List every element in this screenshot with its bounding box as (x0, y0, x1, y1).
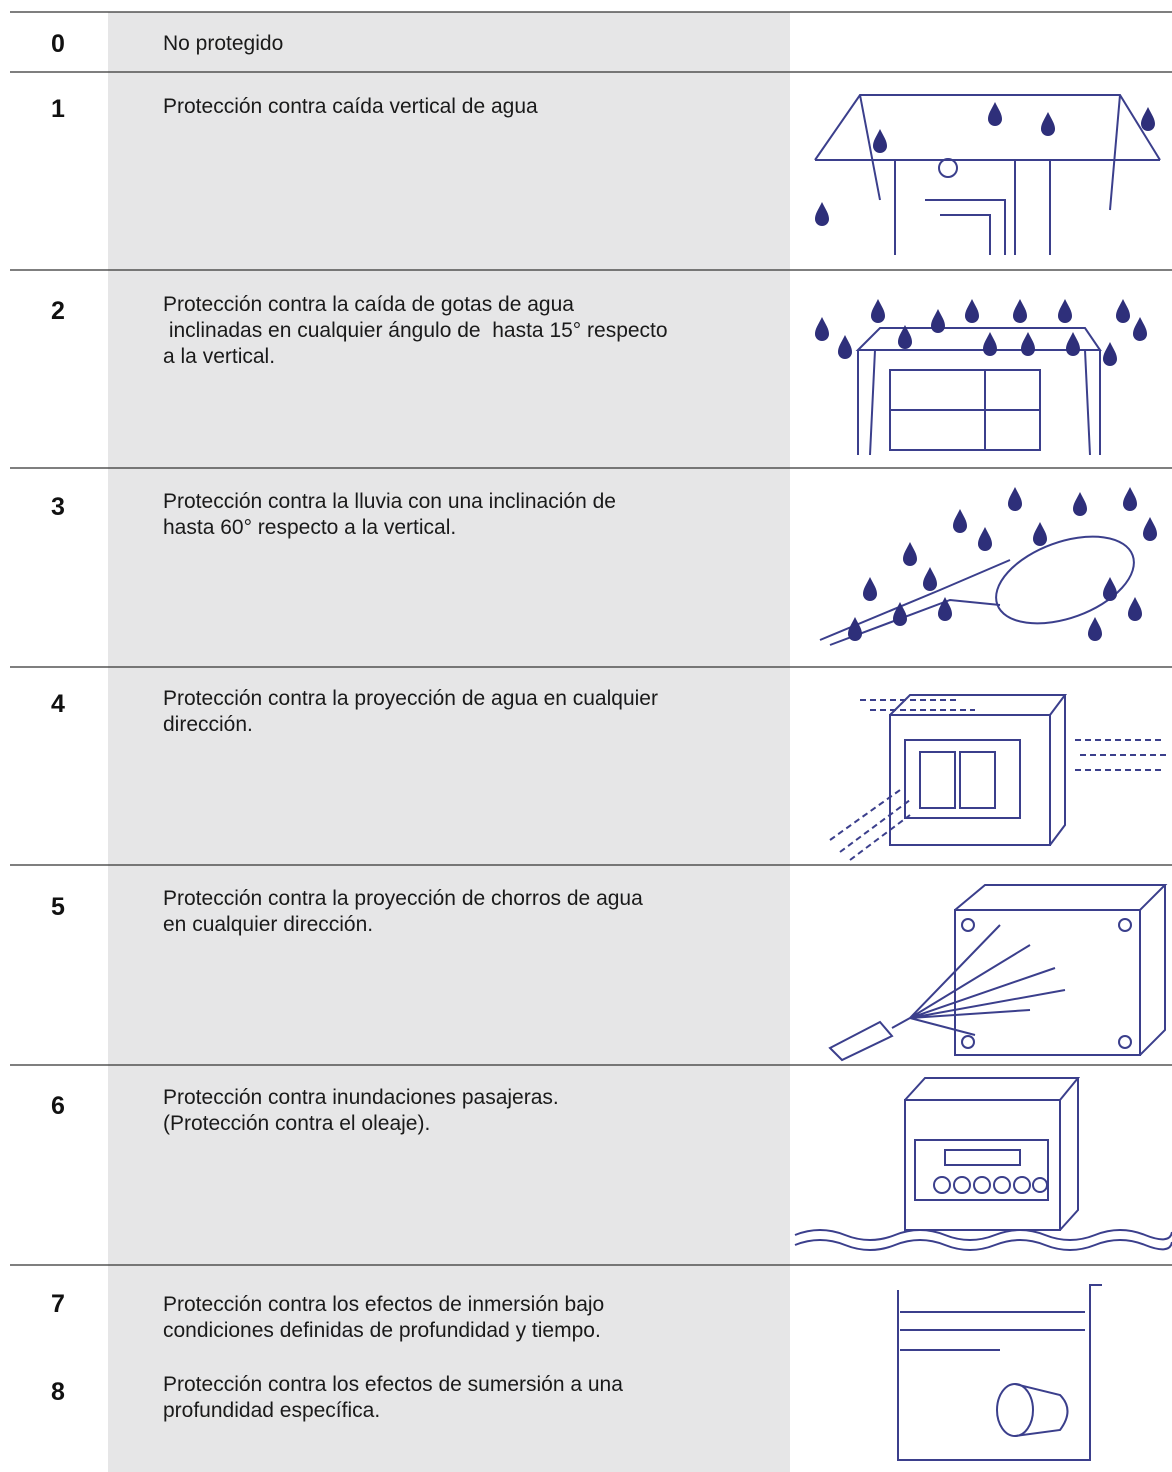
description-line: Protección contra la caída de gotas de a… (163, 293, 574, 316)
protection-code: 8 (51, 1378, 65, 1406)
description-line: hasta 60° respecto a la vertical. (163, 516, 457, 539)
illustration-1 (814, 94, 1161, 255)
row-separators (10, 11, 1172, 1266)
protection-code: 4 (51, 690, 65, 718)
illustration-3 (819, 487, 1157, 646)
protection-code: 1 (51, 95, 65, 123)
description-line: Protección contra la proyección de agua … (163, 687, 658, 710)
description-line: a la vertical. (163, 345, 276, 368)
protection-code: 2 (51, 297, 65, 325)
illustration-6 (794, 1077, 1172, 1251)
description-line: Protección contra los efectos de inmersi… (163, 1293, 605, 1316)
illustration-4 (829, 694, 1168, 861)
protection-code: 3 (51, 493, 65, 521)
illustration-7 (897, 1284, 1102, 1461)
shaded-column (108, 12, 790, 1472)
protection-code: 7 (51, 1290, 65, 1318)
protection-code: 6 (51, 1092, 65, 1120)
description-line: No protegido (163, 32, 284, 55)
illustration-5 (828, 884, 1168, 1062)
description-line: Protección contra los efectos de sumersi… (163, 1373, 623, 1396)
description-line: (Protección contra el oleaje). (163, 1112, 431, 1135)
protection-code: 5 (51, 893, 65, 921)
description-line: Protección contra inundaciones pasajeras… (163, 1086, 559, 1109)
description-line: en cualquier dirección. (163, 913, 374, 936)
description-line: Protección contra caída vertical de agua (163, 95, 538, 118)
description-line: dirección. (163, 713, 253, 736)
description-line: Protección contra la proyección de chorr… (163, 887, 643, 910)
description-line: condiciones definidas de profundidad y t… (163, 1319, 601, 1342)
description-line: Protección contra la lluvia con una incl… (163, 490, 616, 513)
illustration-2 (815, 299, 1147, 456)
protection-code: 0 (51, 30, 65, 58)
description-line: inclinadas en cualquier ángulo de hasta … (163, 319, 668, 342)
description-line: profundidad específica. (163, 1399, 381, 1422)
